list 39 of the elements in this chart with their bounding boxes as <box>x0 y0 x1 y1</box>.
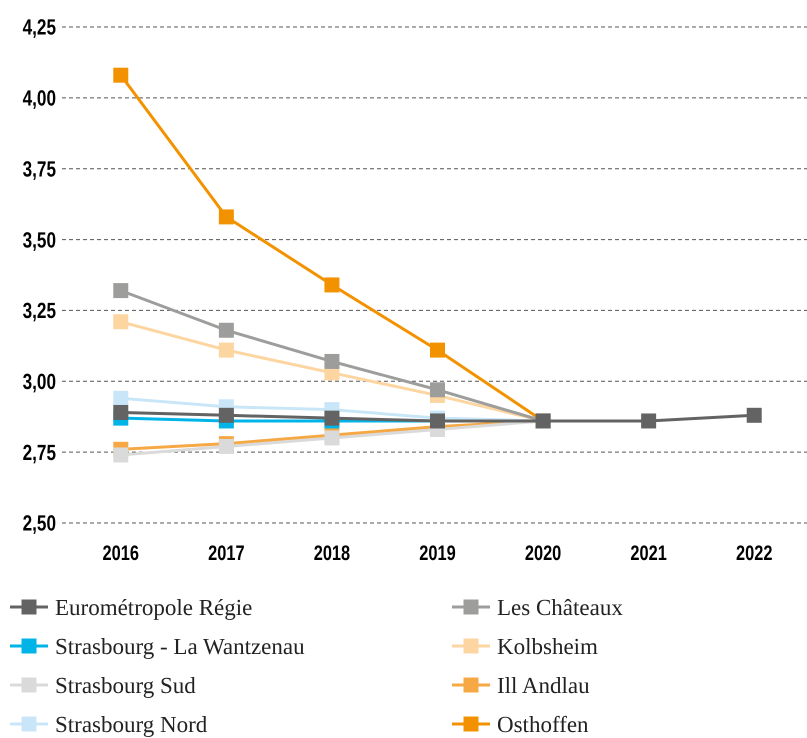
x-tick-label: 2022 <box>736 541 772 564</box>
point <box>113 314 128 330</box>
y-tick-label: 2,75 <box>22 440 56 466</box>
point <box>324 277 340 292</box>
y-tick-label: 2,50 <box>22 512 56 536</box>
legend-label: Strasbourg Sud <box>55 673 196 698</box>
legend-label: Eurométropole Régie <box>55 595 252 620</box>
x-tick-label: 2016 <box>102 541 140 564</box>
legend-label: Les Châteaux <box>497 595 624 620</box>
point <box>113 283 128 298</box>
legend-label: Ill Andlau <box>497 673 590 698</box>
point <box>113 447 128 462</box>
legend-label: Strasbourg Nord <box>55 712 208 738</box>
point <box>218 322 234 338</box>
x-tick-label: 2019 <box>419 541 456 564</box>
y-tick-label: 4,25 <box>22 16 56 40</box>
point <box>218 408 234 423</box>
point <box>113 390 128 406</box>
point <box>746 408 762 423</box>
x-tick-label: 2018 <box>314 541 350 564</box>
y-tick-label: 3,50 <box>22 228 56 253</box>
legend-label: Osthoffen <box>497 712 590 738</box>
point <box>324 354 340 369</box>
point <box>218 342 234 358</box>
x-tick-label: 2021 <box>630 541 667 564</box>
x-tick-label: 2020 <box>524 541 562 564</box>
legend-label: Strasbourg - La Wantzenau <box>55 634 306 660</box>
point <box>641 413 656 428</box>
y-tick-label: 3,00 <box>22 370 56 395</box>
y-tick-label: 3,75 <box>22 157 56 182</box>
y-tick-label: 4,00 <box>22 86 56 112</box>
point <box>113 404 128 420</box>
point <box>430 342 445 358</box>
point <box>430 382 445 398</box>
x-tick-label: 2017 <box>208 541 245 564</box>
legend-label: Kolbsheim <box>497 634 598 660</box>
point <box>113 68 128 83</box>
y-tick-label: 3,25 <box>22 299 56 324</box>
point <box>218 209 234 224</box>
